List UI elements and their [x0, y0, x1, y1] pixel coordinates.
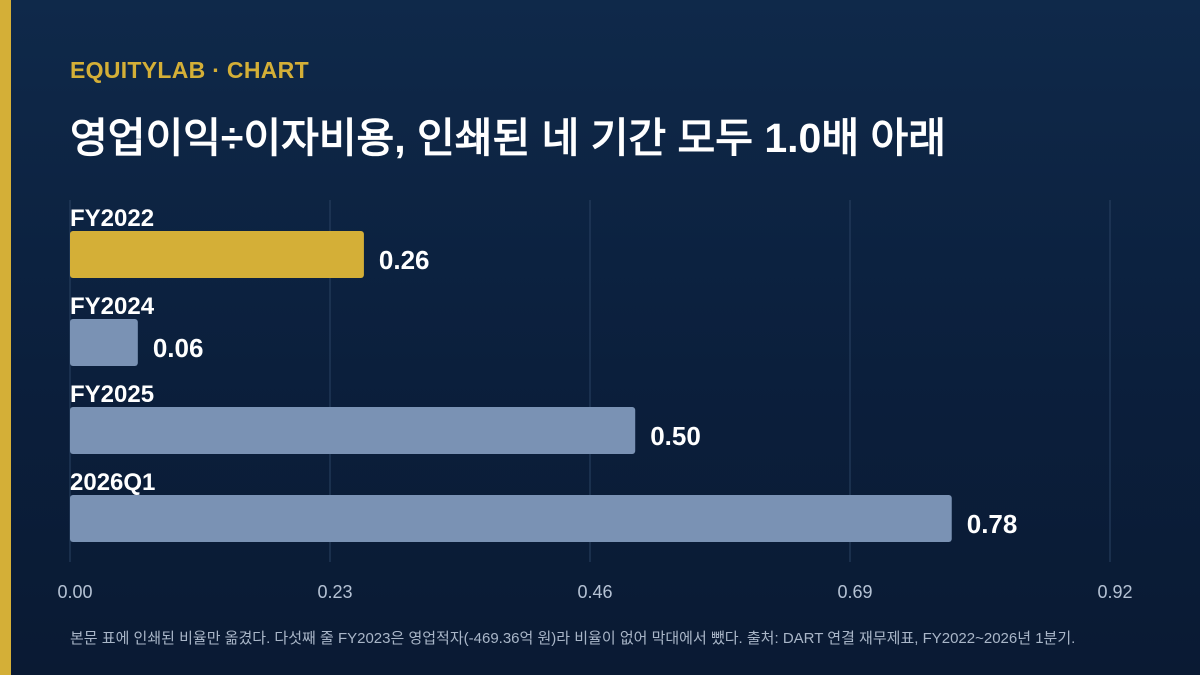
chart-title: 영업이익÷이자비용, 인쇄된 네 기간 모두 1.0배 아래	[70, 115, 946, 161]
bar	[70, 407, 636, 454]
category-label: FY2024	[70, 293, 155, 320]
value-label: 0.06	[153, 333, 204, 363]
x-tick-label: 0.23	[317, 582, 352, 602]
x-tick-label: 0.92	[1097, 582, 1132, 602]
value-label: 0.26	[379, 245, 430, 275]
category-label: FY2025	[70, 381, 154, 408]
bar	[70, 319, 138, 366]
brand-label: EQUITYLAB · CHART	[70, 57, 309, 83]
value-label: 0.78	[967, 509, 1018, 539]
accent-stripe	[0, 0, 11, 675]
source-note: 본문 표에 인쇄된 비율만 옮겼다. 다섯째 줄 FY2023은 영업적자(-4…	[70, 630, 1076, 647]
x-tick-label: 0.46	[577, 582, 612, 602]
x-tick-label: 0.69	[837, 582, 872, 602]
category-label: FY2022	[70, 205, 154, 232]
category-label: 2026Q1	[70, 469, 155, 496]
bar	[70, 495, 952, 542]
value-label: 0.50	[650, 421, 701, 451]
bar	[70, 231, 364, 278]
x-tick-label: 0.00	[57, 582, 92, 602]
